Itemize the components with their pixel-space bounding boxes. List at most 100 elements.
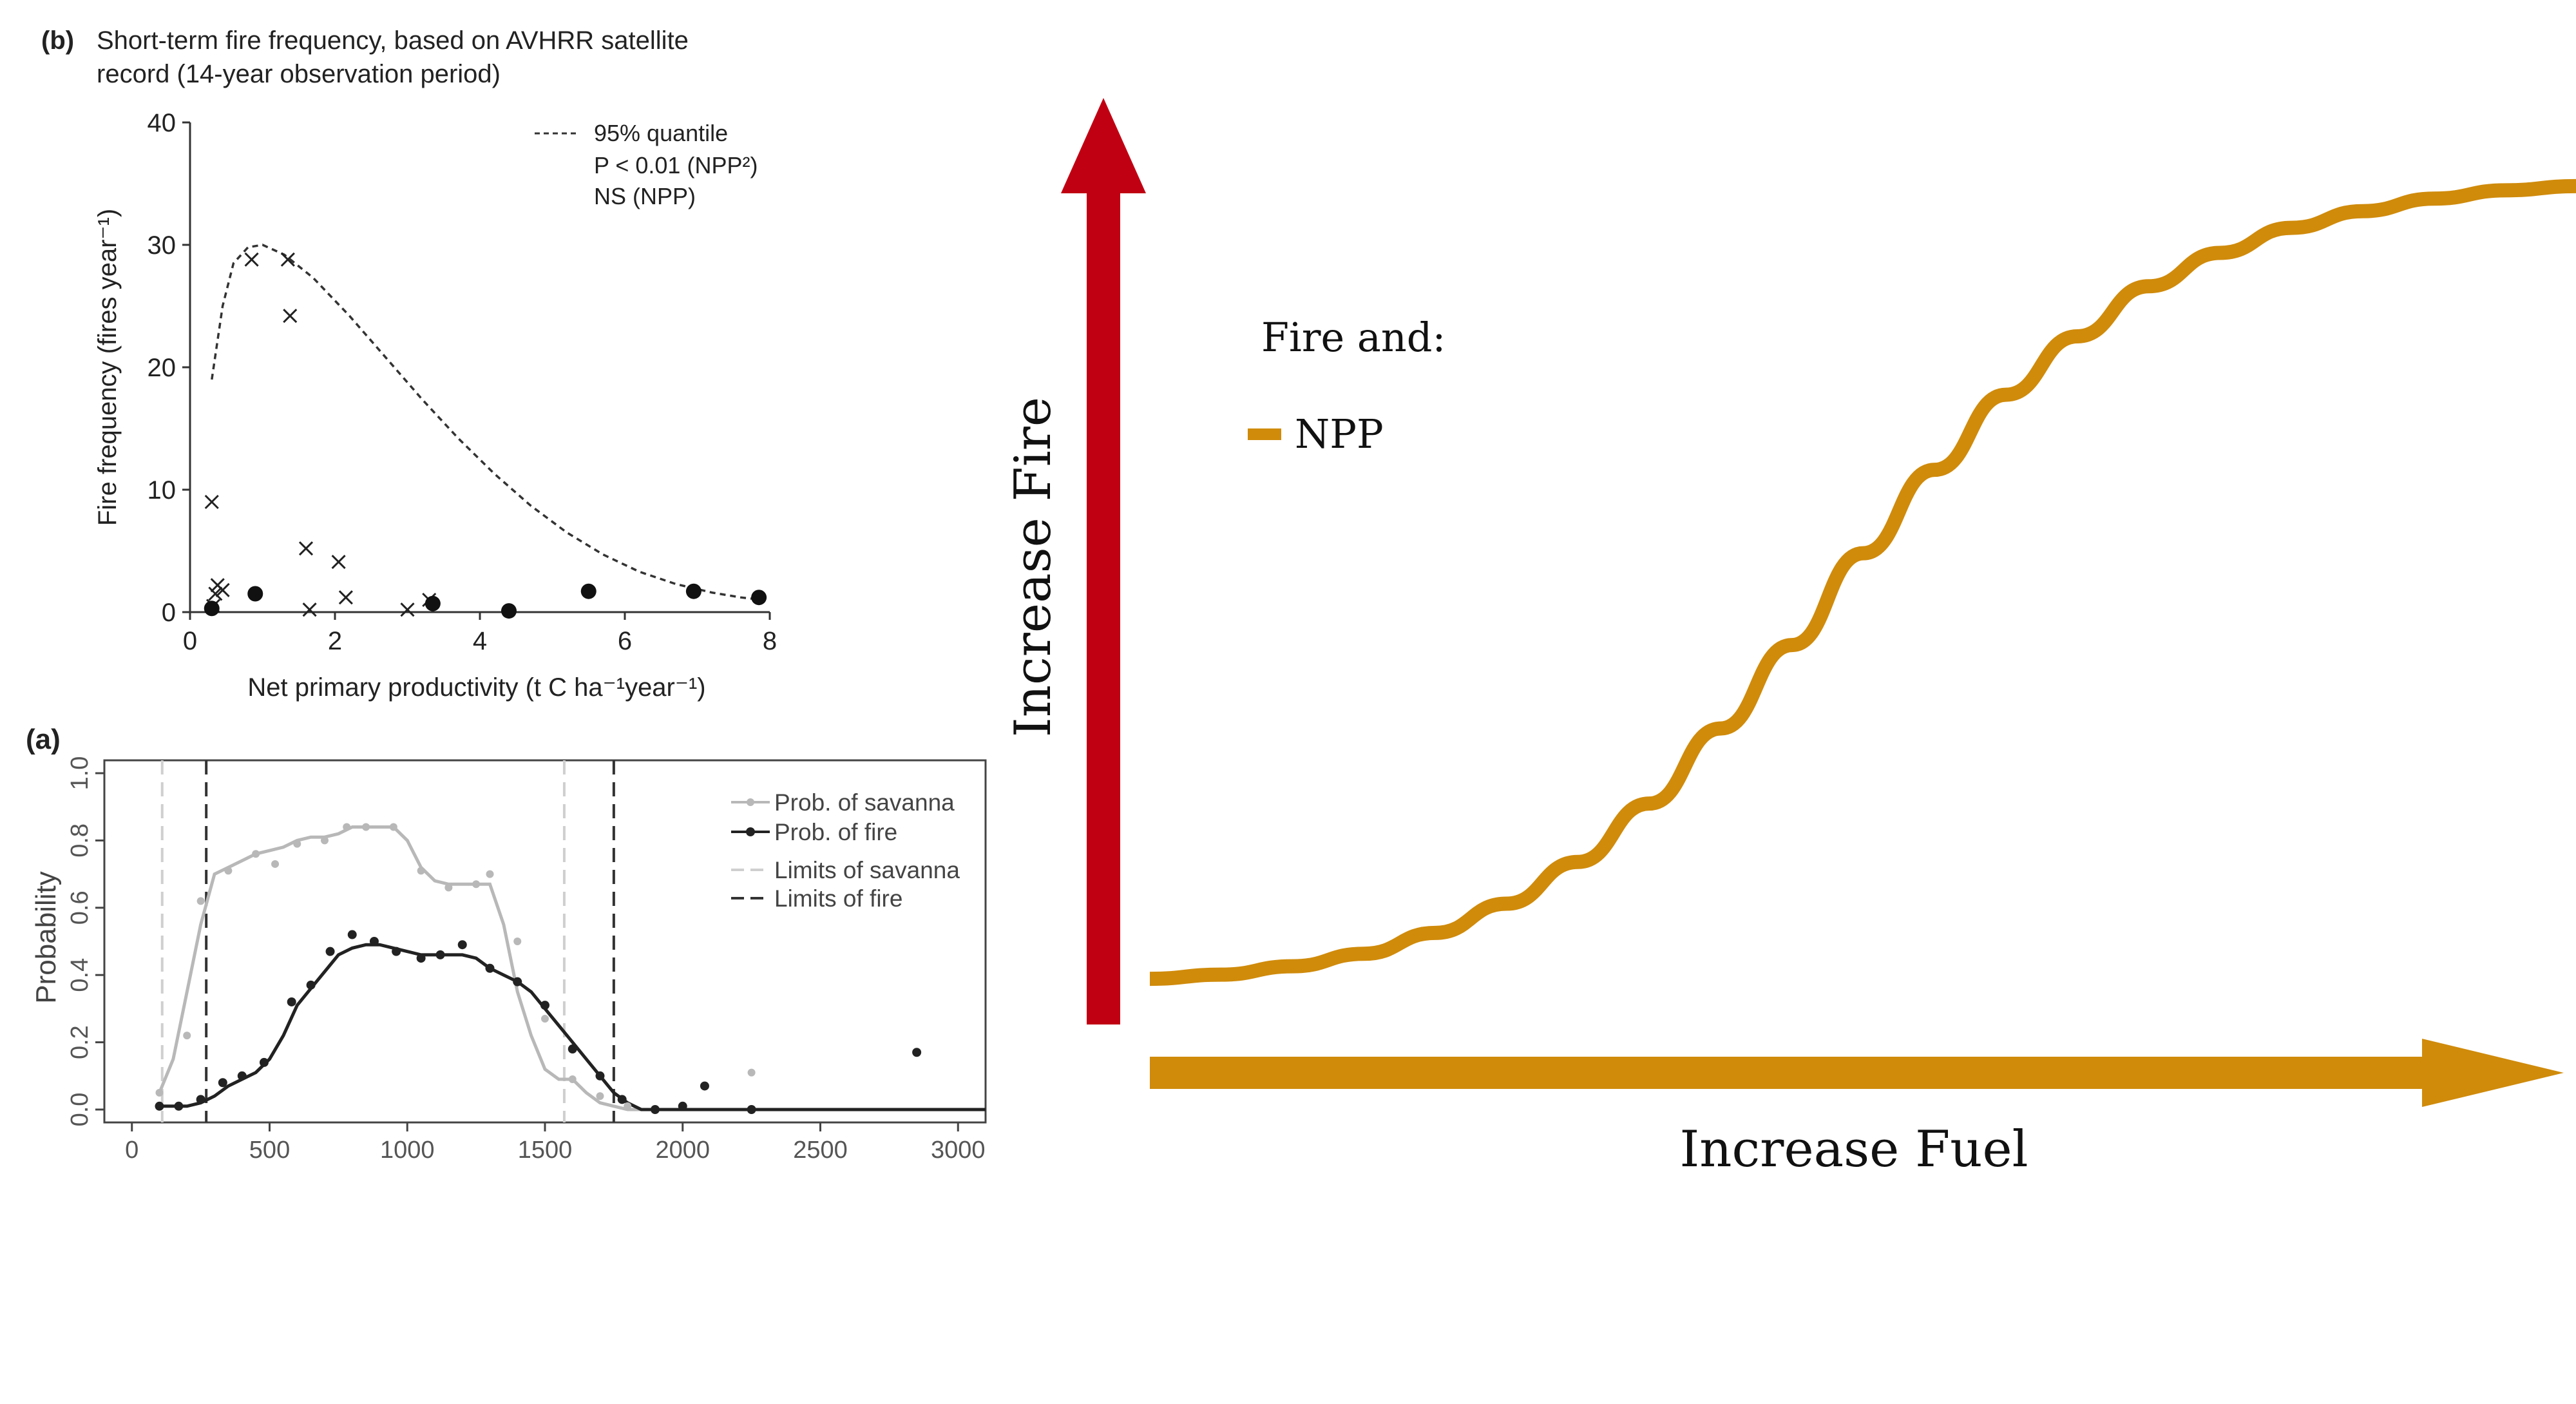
x-tick-label: 0 <box>183 627 197 655</box>
x-tick-label: 4 <box>473 627 487 655</box>
x-tick-label: 1500 <box>518 1137 573 1164</box>
fire-point <box>912 1048 922 1057</box>
legend-fire-label: Prob. of fire <box>774 819 897 845</box>
fire-point <box>651 1105 660 1114</box>
savanna-point <box>252 850 260 858</box>
fire-point <box>306 980 316 990</box>
quantile-curve <box>211 244 763 601</box>
cross-point <box>302 602 317 617</box>
x-tick-label: 3000 <box>931 1137 986 1164</box>
fire-point <box>678 1101 687 1111</box>
panel-b-y-label: Fire frequency (fires year⁻¹) <box>93 209 122 526</box>
y-axis-label: Increase Fire <box>1004 397 1062 737</box>
fire-point <box>540 1001 549 1010</box>
dot-point <box>580 583 596 599</box>
fire-point <box>325 947 335 956</box>
savanna-point <box>389 823 397 831</box>
x-axis-label: Increase Fuel <box>1679 1120 2028 1178</box>
fire-point <box>174 1101 184 1111</box>
y-tick-label: 0.8 <box>66 823 93 858</box>
savanna-point <box>513 938 522 945</box>
fire-point <box>237 1071 247 1081</box>
cross-point <box>244 252 259 267</box>
cross-point <box>298 541 314 556</box>
dot-point <box>751 590 767 606</box>
cross-points <box>204 252 437 617</box>
legend-sav-limit-label: Limits of savanna <box>774 857 960 883</box>
panel-a-legend: Prob. of savanna Prob. of fire Limits of… <box>731 789 960 912</box>
x-arrow-head <box>2422 1039 2564 1107</box>
fire-point <box>416 954 426 963</box>
savanna-point <box>472 880 481 889</box>
legend-savanna-marker <box>747 798 754 806</box>
x-arrow-shaft <box>1150 1057 2432 1089</box>
panel-a-probability: (a) Probability 0 500 1000 1500 2000 2500 3000… <box>26 724 987 1164</box>
savanna-point <box>343 823 351 831</box>
dot-point <box>501 603 517 619</box>
fire-point <box>747 1105 756 1114</box>
dot-point <box>425 595 441 611</box>
x-tick-label: 1000 <box>380 1137 435 1164</box>
y-tick-label: 10 <box>148 476 177 505</box>
savanna-point <box>541 1015 549 1023</box>
panel-a-y-label: Probability <box>30 871 62 1003</box>
fire-point <box>218 1078 227 1088</box>
savanna-point <box>596 1092 604 1101</box>
y-tick-label: 0 <box>162 599 176 627</box>
panel-b-scatter: (b) Short-term fire frequency, based on … <box>41 26 777 702</box>
y-tick-label: 30 <box>148 231 177 260</box>
x-tick-label: 2000 <box>655 1137 710 1164</box>
cross-point <box>338 590 353 605</box>
savanna-point <box>747 1068 756 1077</box>
legend-title: Fire and: <box>1261 314 1445 361</box>
panel-a-label: (a) <box>26 724 61 755</box>
y-arrow-head <box>1061 98 1146 193</box>
fire-point <box>347 930 357 939</box>
x-tick-label: 0 <box>125 1137 138 1164</box>
x-tick-label: 2500 <box>793 1137 848 1164</box>
x-tick-label: 6 <box>618 627 632 655</box>
cross-point <box>215 582 230 597</box>
panel-b-subtitle: record (14-year observation period) <box>97 60 501 88</box>
fire-point <box>259 1057 269 1067</box>
legend-npp-label: NS (NPP) <box>594 183 696 209</box>
fire-point <box>196 1095 205 1104</box>
savanna-point <box>293 840 301 848</box>
savanna-point <box>271 860 280 868</box>
fire-point <box>617 1095 627 1104</box>
cross-point <box>400 602 415 617</box>
dot-points <box>204 583 767 619</box>
legend-fire-marker <box>746 827 755 836</box>
legend-npp2-label: P < 0.01 (NPP²) <box>594 152 758 178</box>
legend-npp-swatch <box>1248 428 1281 440</box>
x-tick-label: 8 <box>763 627 777 655</box>
savanna-point <box>568 1075 577 1084</box>
cross-point <box>204 494 219 510</box>
limit-lines <box>160 760 615 1122</box>
dot-point <box>685 583 701 599</box>
y-arrow-shaft <box>1087 187 1120 1024</box>
savanna-point <box>417 867 425 875</box>
legend-fire-limit-label: Limits of fire <box>774 885 902 912</box>
savanna-point <box>196 897 205 905</box>
savanna-point <box>444 883 453 892</box>
panel-a-ticks: 0 500 1000 1500 2000 2500 3000 0.0 0.2 0.4 0.6 0.8 1… <box>66 756 986 1164</box>
fire-point <box>435 950 445 959</box>
fire-point <box>457 940 467 950</box>
dot-point <box>247 586 263 602</box>
fire-line <box>159 943 986 1111</box>
savanna-point <box>486 870 494 878</box>
dot-point <box>204 601 220 617</box>
fire-point <box>155 1101 164 1111</box>
y-tick-label: 0.2 <box>66 1025 93 1059</box>
y-tick-label: 40 <box>148 109 177 137</box>
y-tick-label: 0.6 <box>66 890 93 925</box>
panel-b-x-label: Net primary productivity (t C ha⁻¹year⁻¹… <box>247 673 705 702</box>
savanna-point <box>624 1102 632 1110</box>
panel-b-legend: 95% quantile P < 0.01 (NPP²) NS (NPP) <box>535 120 758 209</box>
cross-point <box>331 555 346 570</box>
fire-points <box>155 930 922 1114</box>
y-tick-label: 1.0 <box>66 756 93 791</box>
